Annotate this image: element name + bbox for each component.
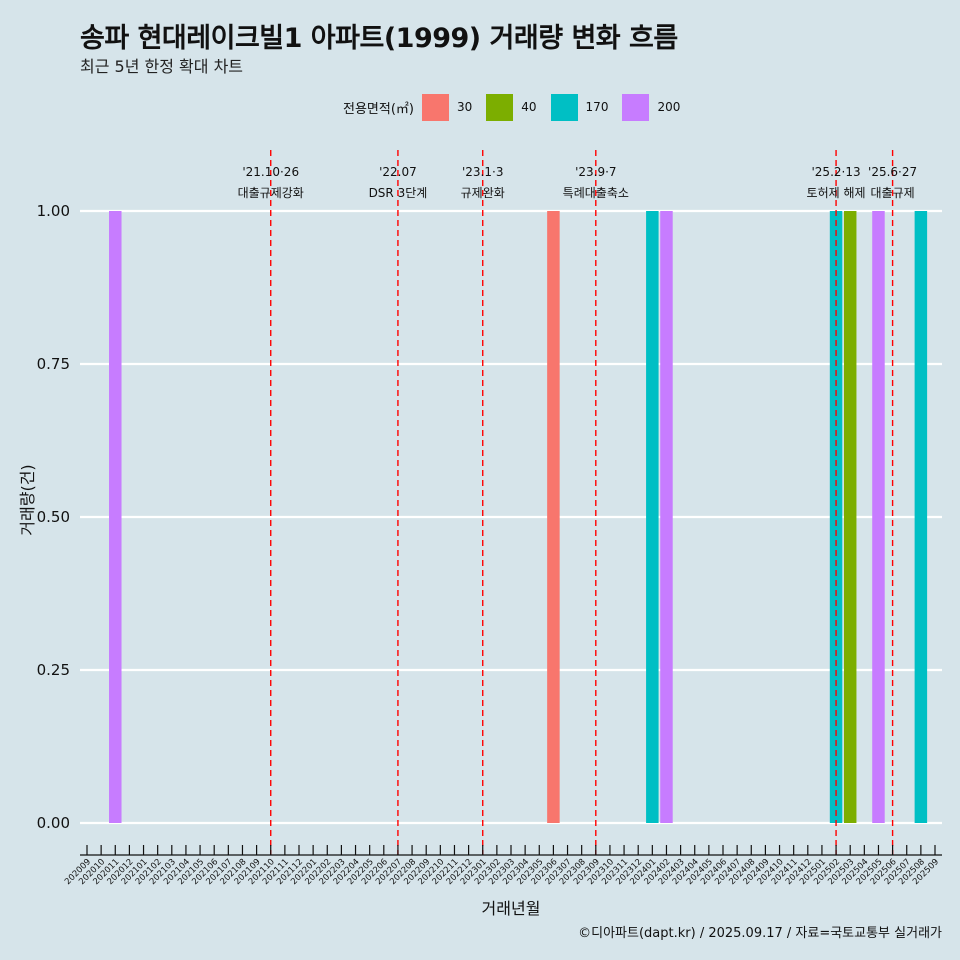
y-tick-label: 1.00 <box>37 202 70 220</box>
bar-202502-170 <box>829 211 843 823</box>
event-date-label: '25.2·13 <box>812 165 861 179</box>
gridlines <box>80 209 942 825</box>
legend-key-30 <box>421 93 449 121</box>
event-name-label: 특례대출축소 <box>563 186 629 200</box>
event-name-label: DSR 3단계 <box>369 186 428 200</box>
legend-key-200 <box>622 93 650 121</box>
event-name-label: 규제완화 <box>461 186 505 200</box>
axes: 0.000.250.500.751.0020200920201020201120… <box>18 202 942 918</box>
legend-label-30: 30 <box>456 100 473 114</box>
bar-202306-30 <box>547 211 560 823</box>
event-date-label: '22.07 <box>379 165 417 179</box>
x-axis-title: 거래년월 <box>482 899 541 918</box>
y-tick-label: 0.25 <box>37 661 70 679</box>
chart-title: 송파 현대레이크빌1 아파트(1999) 거래량 변화 흐름 <box>80 23 678 54</box>
source-caption: ©디아파트(dapt.kr) / 2025.09.17 / 자료=국토교통부 실… <box>578 926 942 941</box>
event-name-label: 토허제 해제 <box>807 186 866 200</box>
legend-label-200: 200 <box>657 100 681 114</box>
bar-202505-200 <box>872 211 885 823</box>
event-date-label: '25.6·27 <box>868 165 917 179</box>
event-name-label: 대출규제 <box>871 186 915 200</box>
legend-label-170: 170 <box>585 100 609 114</box>
bar-202401-170 <box>646 211 659 823</box>
y-tick-label: 0.75 <box>37 355 70 373</box>
event-name-label: 대출규제강화 <box>238 186 304 200</box>
legend-key-40 <box>486 93 514 121</box>
legend-label-40: 40 <box>521 100 537 114</box>
event-date-label: '23.9·7 <box>575 165 616 179</box>
bars <box>109 211 928 823</box>
y-tick-label: 0.50 <box>37 508 70 526</box>
event-date-label: '23.1·3 <box>462 165 503 179</box>
legend-key-170 <box>550 93 578 121</box>
y-axis-title: 거래량(건) <box>18 464 37 535</box>
bar-202011-200 <box>109 211 122 823</box>
legend-title: 전용면적(㎡) <box>343 101 414 117</box>
legend: 전용면적(㎡) 30 40 170 200 <box>343 92 694 122</box>
chart-subtitle: 최근 5년 한정 확대 차트 <box>80 57 244 76</box>
event-date-label: '21.10·26 <box>242 165 299 179</box>
y-tick-label: 0.00 <box>37 814 70 832</box>
bar-202508-170 <box>914 211 928 823</box>
event-lines: '21.10·26 대출규제강화 '22.07 DSR 3단계 '23.1·3 규제완화 '… <box>238 150 917 855</box>
bar-202402-200 <box>660 211 673 823</box>
bar-202503-40 <box>843 211 857 823</box>
